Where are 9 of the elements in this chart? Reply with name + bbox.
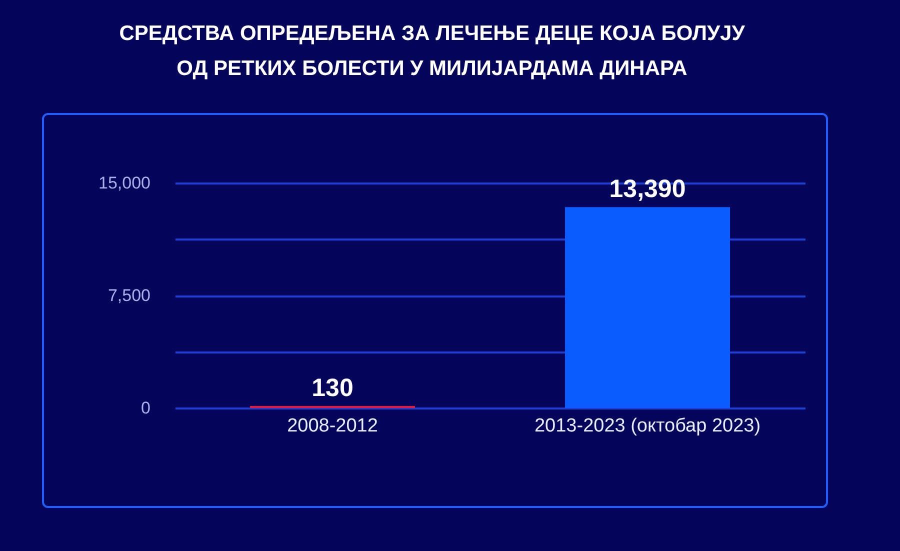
text: ОД РЕТКИХ БОЛЕСТИ У МИЛИЈАРДАМА ДИНАРА [176,57,688,80]
text: СРЕДСТВА ОПРЕДЕЉЕНА ЗА ЛЕЧЕЊЕ ДЕЦЕ КОЈА БОЛУЈУ [119,22,745,45]
x-tick-label: 2008-2012 [287,416,378,436]
y-tick-label: 15,000 [98,174,150,192]
y-tick-label: 0 [141,398,150,418]
data-label: 13,390 [609,175,686,204]
data-label: 130 [312,374,354,402]
x-tick-label: 2013-2023 (октобар 2023) [534,416,761,436]
y-tick-label: 7,500 [108,286,150,305]
